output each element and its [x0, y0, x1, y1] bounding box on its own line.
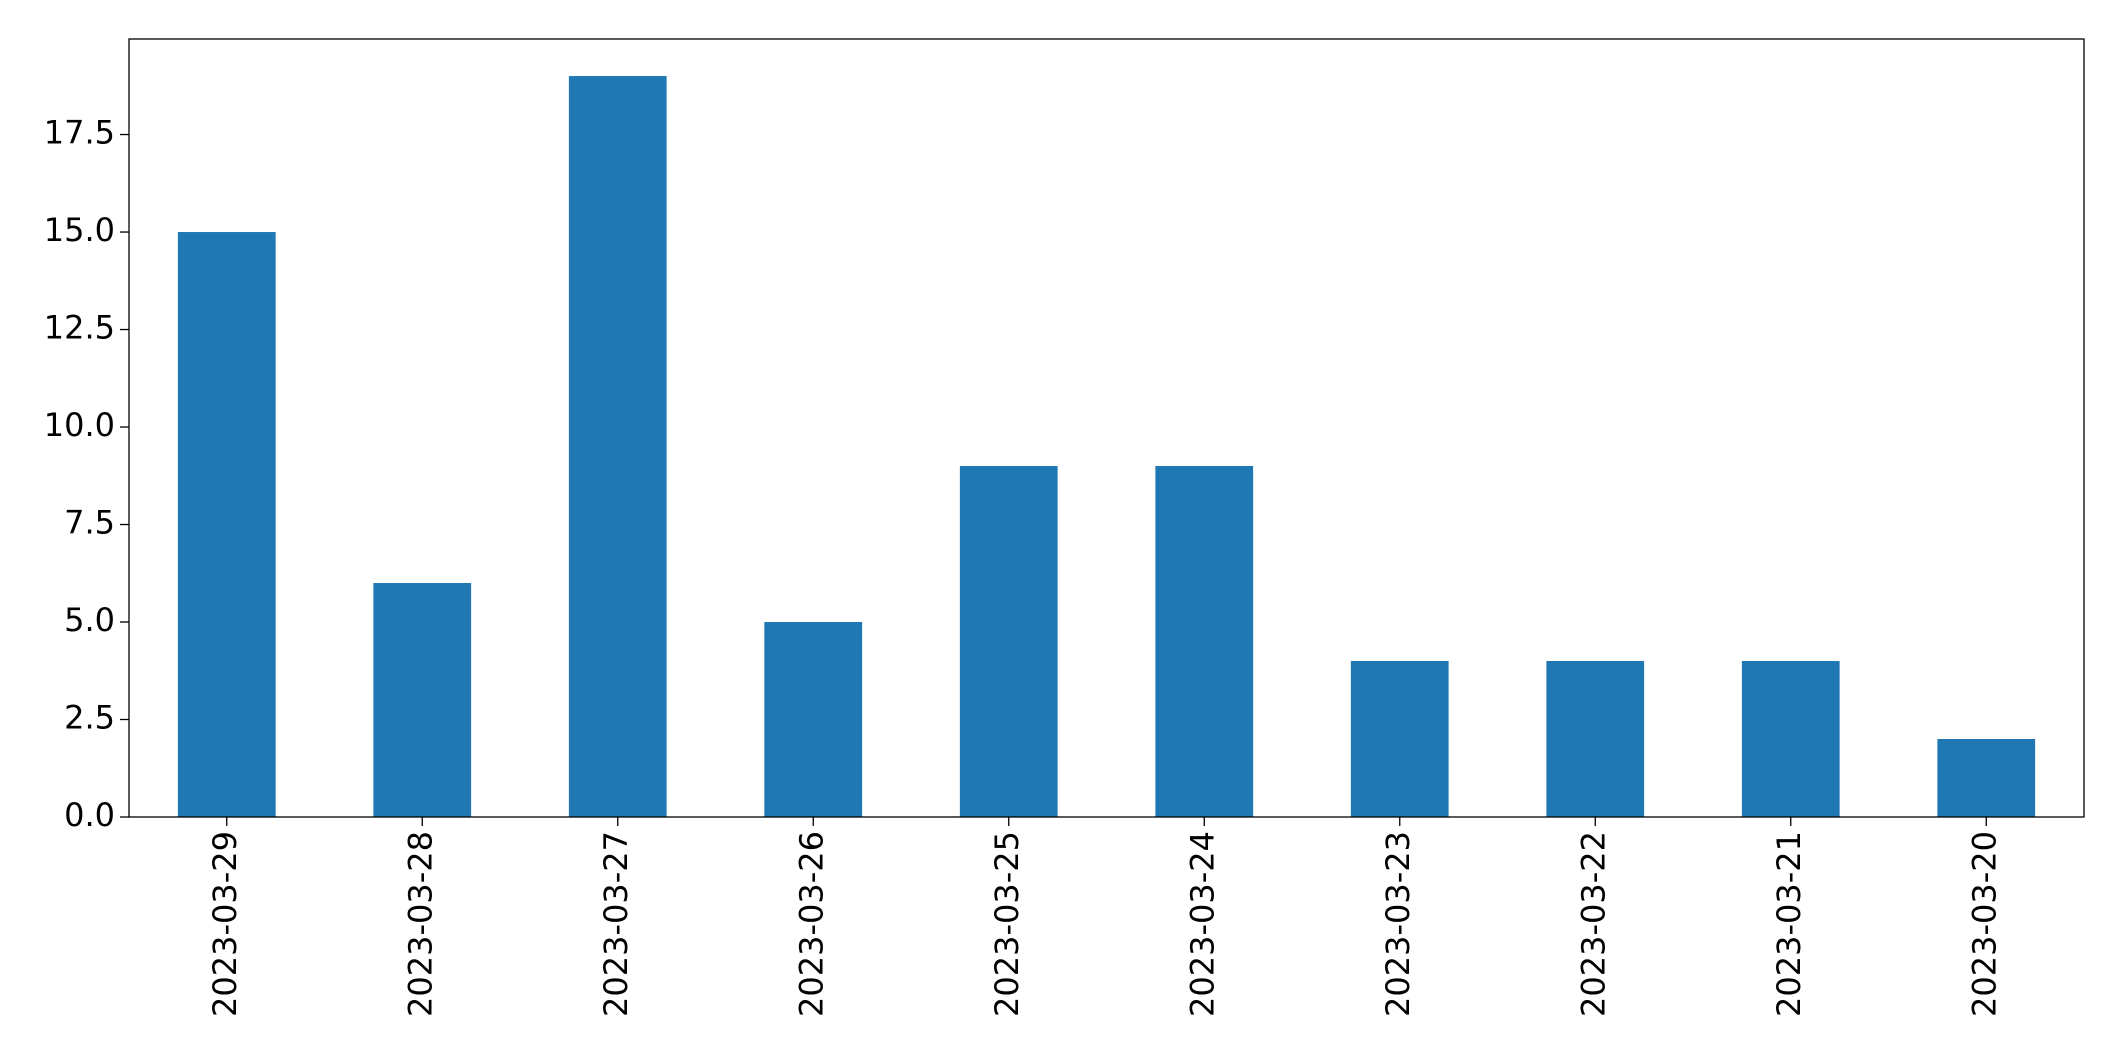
x-tick-label: 2023-03-28	[401, 831, 439, 1017]
bar	[177, 232, 276, 817]
bar	[1937, 739, 2036, 817]
x-tick-label: 2023-03-25	[988, 831, 1026, 1017]
bar	[568, 76, 667, 818]
y-tick-label: 2.5	[64, 699, 115, 737]
bar	[373, 583, 472, 817]
y-tick-label: 12.5	[44, 309, 115, 347]
bar	[1741, 661, 1840, 817]
bar	[1350, 661, 1449, 817]
y-tick-label: 15.0	[44, 211, 115, 249]
axes-frame	[128, 38, 2085, 818]
x-tick-label: 2023-03-23	[1379, 831, 1417, 1017]
bar	[764, 622, 863, 817]
bar	[959, 466, 1058, 817]
bar	[1546, 661, 1645, 817]
y-tick-label: 10.0	[44, 406, 115, 444]
x-tick-label: 2023-03-26	[792, 831, 830, 1017]
x-tick-label: 2023-03-24	[1183, 831, 1221, 1017]
y-tick-label: 7.5	[64, 504, 115, 542]
x-tick-label: 2023-03-29	[206, 831, 244, 1017]
y-tick-label: 17.5	[44, 114, 115, 152]
y-tick-label: 5.0	[64, 601, 115, 639]
bar	[1155, 466, 1254, 817]
x-tick-label: 2023-03-20	[1965, 831, 2003, 1017]
y-tick-label: 0.0	[64, 796, 115, 834]
x-tick-label: 2023-03-22	[1574, 831, 1612, 1017]
x-tick-label: 2023-03-27	[597, 831, 635, 1017]
x-tick-label: 2023-03-21	[1770, 831, 1808, 1017]
